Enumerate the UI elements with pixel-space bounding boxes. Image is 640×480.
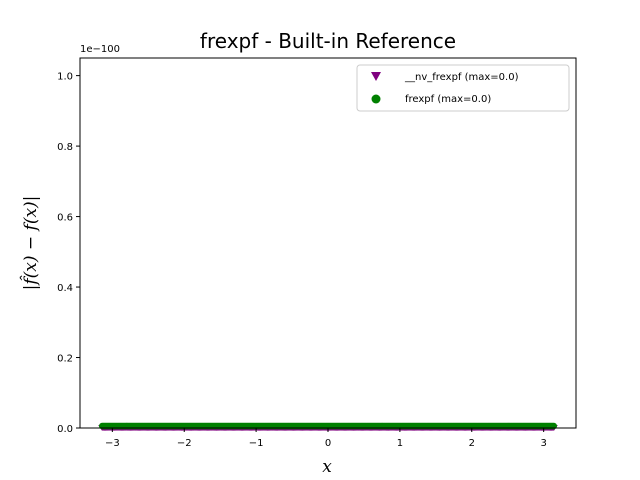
chart-title: frexpf - Built-in Reference bbox=[200, 29, 456, 53]
x-tick-label: 3 bbox=[540, 438, 546, 449]
x-tick-label: −2 bbox=[177, 438, 192, 449]
x-tick-label: −1 bbox=[249, 438, 264, 449]
y-axis-ticks: 0.0 0.2 0.4 0.6 0.8 1.0 bbox=[57, 72, 80, 435]
legend-box bbox=[356, 64, 570, 112]
legend-triangle-marker bbox=[371, 72, 381, 81]
y-offset-label: 1e−100 bbox=[80, 44, 120, 55]
legend: __nv_frexpf (max=0.0) frexpf (max=0.0) bbox=[356, 64, 570, 112]
legend-label-frexpf: frexpf (max=0.0) bbox=[405, 94, 491, 105]
x-tick-label: 2 bbox=[469, 438, 475, 449]
x-tick-label: −3 bbox=[105, 438, 120, 449]
x-tick-label: 1 bbox=[397, 438, 403, 449]
y-tick-label: 0.0 bbox=[57, 424, 73, 435]
x-tick-label: 0 bbox=[325, 438, 331, 449]
x-axis-ticks: −3 −2 −1 0 1 2 3 bbox=[105, 428, 547, 449]
legend-circle-marker bbox=[371, 94, 381, 104]
x-axis-label: x bbox=[322, 457, 332, 477]
y-axis-label: |f̂(x) − f(x)| bbox=[20, 196, 41, 291]
legend-label-nv-frexpf: __nv_frexpf (max=0.0) bbox=[404, 72, 519, 83]
y-tick-label: 1.0 bbox=[57, 72, 73, 83]
y-tick-label: 0.2 bbox=[57, 354, 73, 365]
y-tick-label: 0.6 bbox=[57, 213, 73, 224]
y-tick-label: 0.8 bbox=[57, 142, 73, 153]
y-tick-label: 0.4 bbox=[57, 283, 73, 294]
